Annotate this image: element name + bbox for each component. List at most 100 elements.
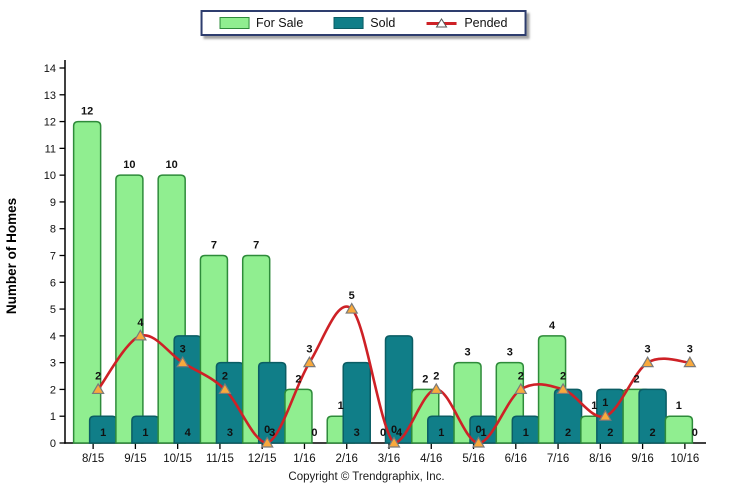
legend-label-pended: Pended xyxy=(464,16,508,30)
pended-marker-icon xyxy=(556,382,570,395)
y-tick-label: 3 xyxy=(50,358,56,370)
pended-line xyxy=(96,305,692,445)
sold-value-label: 1 xyxy=(438,427,444,439)
sold-value-label: 4 xyxy=(396,427,403,439)
x-tick-label: 9/16 xyxy=(631,453,653,465)
for-sale-value-label: 7 xyxy=(211,240,217,252)
pended-value-label: 2 xyxy=(95,370,101,382)
for-sale-value-label: 4 xyxy=(549,320,556,332)
for-sale-value-label: 1 xyxy=(338,400,344,412)
bar-sold xyxy=(384,335,414,444)
sold-value-label: 3 xyxy=(227,427,233,439)
pended-value-label: 2 xyxy=(433,370,439,382)
pended-marker-icon xyxy=(641,355,655,368)
pended-marker-icon xyxy=(133,329,147,341)
pended-value-label: 1 xyxy=(602,397,608,409)
for-sale-value-label: 3 xyxy=(464,347,470,359)
pended-marker-icon xyxy=(91,382,105,395)
y-tick-label: 1 xyxy=(50,411,56,423)
pended-marker-icon xyxy=(345,302,359,314)
for-sale-value-label: 7 xyxy=(253,240,259,252)
pended-value-label: 0 xyxy=(391,424,397,436)
x-tick-label: 5/16 xyxy=(462,453,484,465)
pended-value-label: 2 xyxy=(222,370,228,382)
x-tick-label: 11/15 xyxy=(206,453,234,465)
for-sale-value-label: 12 xyxy=(81,106,93,118)
bar-sold xyxy=(638,388,667,444)
sold-value-label: 1 xyxy=(480,427,486,439)
pended-marker-icon xyxy=(598,409,612,421)
x-tick-label: 3/16 xyxy=(378,453,400,465)
x-tick-label: 7/16 xyxy=(547,453,569,465)
pended-value-label: 5 xyxy=(349,290,355,302)
legend-item-sold: Sold xyxy=(333,16,395,30)
y-axis-title: Number of Homes xyxy=(4,198,19,314)
pended-line-icon xyxy=(426,17,457,27)
pended-marker-icon xyxy=(514,382,528,395)
sold-value-label: 0 xyxy=(692,427,698,439)
y-tick-label: 9 xyxy=(50,197,56,209)
legend-label-for-sale: For Sale xyxy=(256,16,304,30)
pended-value-label: 0 xyxy=(475,424,481,436)
y-tick-label: 7 xyxy=(50,251,56,263)
y-tick-label: 8 xyxy=(50,224,56,236)
sold-value-label: 1 xyxy=(142,427,148,439)
sold-value-label: 1 xyxy=(100,427,106,439)
for-sale-value-label: 1 xyxy=(676,400,682,412)
sold-value-label: 1 xyxy=(523,427,529,439)
x-tick-label: 4/16 xyxy=(420,453,442,465)
x-tick-label: 1/16 xyxy=(293,453,315,465)
bar-sold xyxy=(257,361,287,444)
pended-value-label: 2 xyxy=(560,370,566,382)
for-sale-value-label: 2 xyxy=(422,373,428,385)
y-tick-label: 10 xyxy=(44,170,56,182)
x-tick-label: 10/16 xyxy=(670,453,699,465)
pended-marker-icon xyxy=(387,436,401,448)
pended-marker-icon xyxy=(176,355,190,368)
x-tick-label: 6/16 xyxy=(505,453,527,465)
pended-marker-icon xyxy=(429,382,443,395)
x-tick-label: 2/16 xyxy=(336,453,358,465)
bar-for-sale xyxy=(72,120,102,444)
for-sale-value-label: 1 xyxy=(591,400,597,412)
x-tick-label: 9/15 xyxy=(124,453,146,465)
for-sale-value-label: 0 xyxy=(380,427,386,439)
y-tick-label: 12 xyxy=(44,117,56,129)
legend-item-pended: Pended xyxy=(425,16,507,30)
sold-value-label: 2 xyxy=(565,427,571,439)
legend-item-for-sale: For Sale xyxy=(219,16,303,30)
sold-value-label: 3 xyxy=(269,427,275,439)
pended-value-label: 2 xyxy=(518,370,524,382)
bar-for-sale xyxy=(664,415,694,444)
for-sale-value-label: 10 xyxy=(123,159,135,171)
pended-marker-icon xyxy=(683,355,697,368)
bar-sold xyxy=(553,388,583,444)
pended-marker-icon xyxy=(218,382,232,395)
pended-value-label: 3 xyxy=(180,344,186,356)
for-sale-value-label: 2 xyxy=(295,373,301,385)
legend-label-sold: Sold xyxy=(370,16,396,30)
for-sale-swatch-icon xyxy=(219,17,250,29)
pended-value-label: 3 xyxy=(306,344,312,356)
pended-marker-icon xyxy=(471,436,486,448)
bar-for-sale xyxy=(284,388,313,444)
copyright-text: Copyright © Trendgraphix, Inc. xyxy=(288,471,445,483)
pended-marker-icon xyxy=(302,355,317,368)
for-sale-value-label: 2 xyxy=(634,373,640,385)
sold-value-label: 2 xyxy=(607,427,613,439)
pended-value-label: 0 xyxy=(264,424,270,436)
sold-value-label: 2 xyxy=(650,427,656,439)
y-tick-label: 0 xyxy=(50,438,56,450)
sold-value-label: 3 xyxy=(354,427,360,439)
pended-value-label: 4 xyxy=(137,317,144,329)
x-tick-label: 8/16 xyxy=(589,453,611,465)
x-tick-label: 12/15 xyxy=(248,453,277,465)
y-tick-label: 2 xyxy=(50,384,56,396)
bar-for-sale xyxy=(115,174,144,444)
pended-marker-icon xyxy=(260,436,274,448)
pended-value-label: 3 xyxy=(645,344,651,356)
sold-swatch-icon xyxy=(333,17,364,29)
x-tick-label: 10/15 xyxy=(163,453,192,465)
